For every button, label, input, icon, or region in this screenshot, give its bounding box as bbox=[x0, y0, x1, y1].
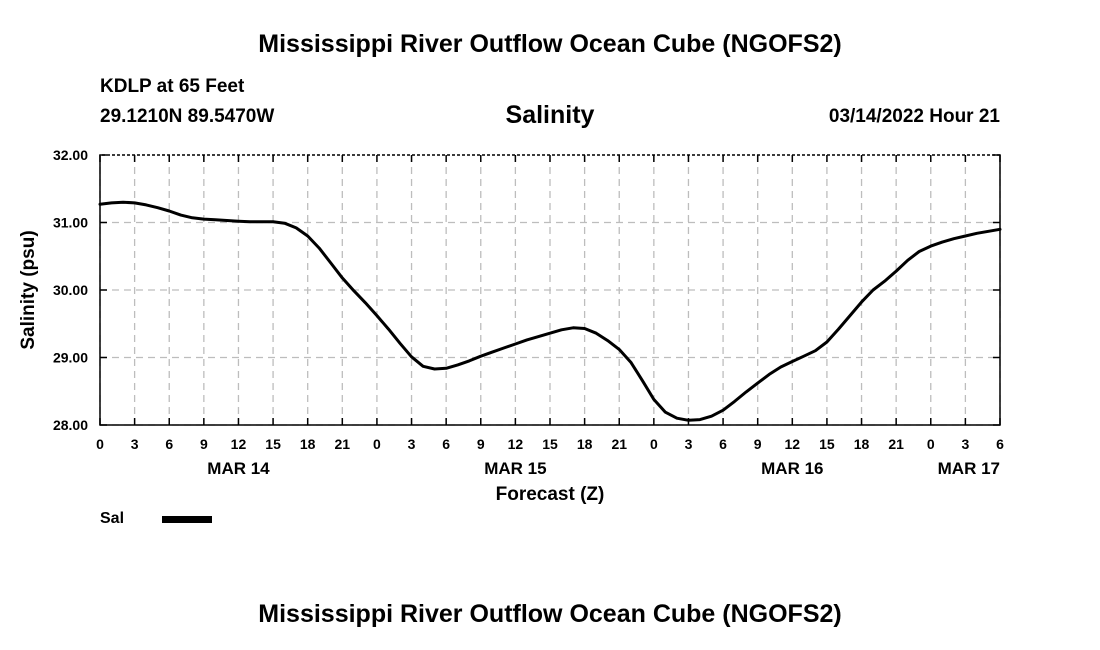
x-axis-label: Forecast (Z) bbox=[496, 484, 605, 505]
station-label: KDLP at 65 Feet bbox=[100, 76, 245, 97]
y-tick-label: 30.00 bbox=[53, 282, 88, 298]
x-tick-label: 15 bbox=[265, 436, 281, 452]
x-tick-label: 3 bbox=[131, 436, 139, 452]
x-tick-label: 21 bbox=[335, 436, 351, 452]
x-tick-label: 12 bbox=[785, 436, 801, 452]
x-tick-label: 21 bbox=[611, 436, 627, 452]
y-tick-label: 28.00 bbox=[53, 417, 88, 433]
x-tick-label: 21 bbox=[888, 436, 904, 452]
x-tick-label: 3 bbox=[961, 436, 969, 452]
x-tick-label: 9 bbox=[477, 436, 485, 452]
x-tick-label: 12 bbox=[231, 436, 247, 452]
x-tick-label: 18 bbox=[300, 436, 316, 452]
datetime-label: 03/14/2022 Hour 21 bbox=[828, 106, 1000, 127]
x-tick-label: 15 bbox=[542, 436, 558, 452]
x-tick-label: 12 bbox=[508, 436, 524, 452]
legend-label: Sal bbox=[100, 510, 125, 527]
y-tick-label: 32.00 bbox=[53, 147, 88, 163]
x-tick-label: 6 bbox=[442, 436, 450, 452]
x-tick-label: 3 bbox=[685, 436, 693, 452]
x-tick-label: 9 bbox=[754, 436, 762, 452]
series-line-sal bbox=[98, 200, 1002, 422]
y-axis-label: Salinity (psu) bbox=[18, 230, 39, 349]
y-tick-label: 31.00 bbox=[53, 215, 88, 231]
x-tick-label: 18 bbox=[854, 436, 870, 452]
variable-title: Salinity bbox=[505, 101, 595, 129]
date-label: MAR 16 bbox=[761, 459, 823, 478]
footer-title: Mississippi River Outflow Ocean Cube (NG… bbox=[258, 600, 842, 628]
x-tick-label: 15 bbox=[819, 436, 835, 452]
x-tick-label: 0 bbox=[373, 436, 381, 452]
legend-swatch bbox=[162, 516, 212, 523]
x-tick-label: 9 bbox=[200, 436, 208, 452]
date-label: MAR 14 bbox=[207, 459, 270, 478]
date-label: MAR 15 bbox=[484, 459, 546, 478]
date-label: MAR 17 bbox=[938, 459, 1000, 478]
x-tick-label: 18 bbox=[577, 436, 593, 452]
x-tick-label: 3 bbox=[408, 436, 416, 452]
x-tick-label: 6 bbox=[719, 436, 727, 452]
chart-title: Mississippi River Outflow Ocean Cube (NG… bbox=[258, 30, 842, 58]
y-tick-label: 29.00 bbox=[53, 350, 88, 366]
x-tick-label: 0 bbox=[96, 436, 104, 452]
x-tick-label: 6 bbox=[996, 436, 1004, 452]
x-tick-label: 0 bbox=[650, 436, 658, 452]
x-tick-label: 6 bbox=[165, 436, 173, 452]
x-tick-label: 0 bbox=[927, 436, 935, 452]
coordinates-label: 29.1210N 89.5470W bbox=[100, 106, 275, 127]
